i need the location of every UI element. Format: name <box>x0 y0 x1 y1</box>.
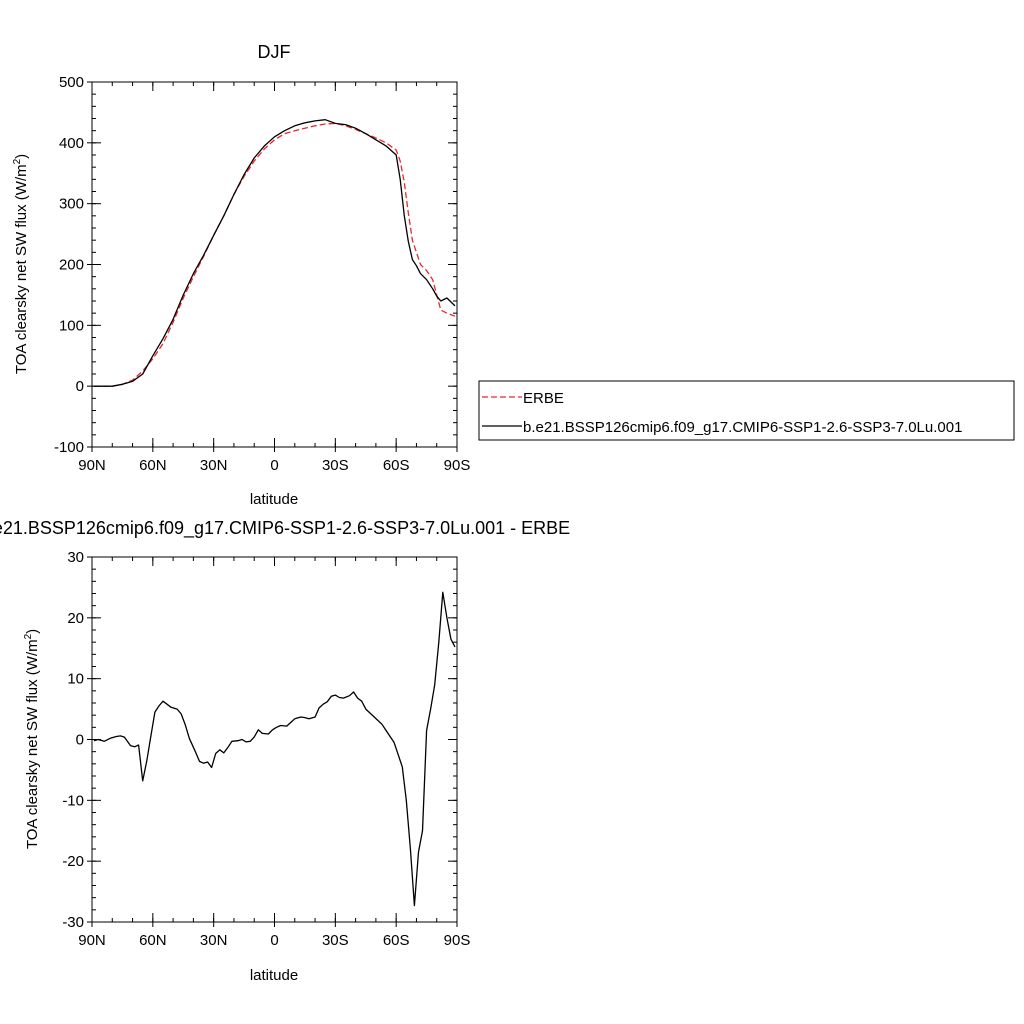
top-y-tick-label: -100 <box>54 439 84 456</box>
top-y-axis-label: TOA clearsky net SW flux (W/m2) <box>12 154 30 374</box>
legend: ERBE b.e21.BSSP126cmip6.f09_g17.CMIP6-SS… <box>478 380 1015 441</box>
top-x-tick-label: 30S <box>322 457 349 474</box>
bottom-series-line-0 <box>93 591 456 907</box>
bottom-y-axis-label-main: TOA clearsky net SW flux (W/m <box>24 639 41 849</box>
bottom-chart-title: b.e21.BSSP126cmip6.f09_g17.CMIP6-SSP1-2.… <box>0 518 570 539</box>
top-x-tick-label: 60N <box>139 457 167 474</box>
top-y-tick-label: 0 <box>76 378 84 395</box>
top-series-line-0 <box>94 122 456 387</box>
legend-model-label: b.e21.BSSP126cmip6.f09_g17.CMIP6-SSP1-2.… <box>523 419 962 436</box>
bottom-y-axis-label: TOA clearsky net SW flux (W/m2) <box>23 629 41 849</box>
top-x-tick-label: 60S <box>383 457 410 474</box>
bottom-y-ticks: -30 -20 -10 0 10 20 30 <box>62 549 457 931</box>
top-y-tick-label: 200 <box>59 257 84 274</box>
bottom-x-tick-label: 90S <box>444 932 471 949</box>
bottom-minor-ticks <box>91 556 458 923</box>
legend-erbe-label: ERBE <box>523 390 564 407</box>
bottom-y-axis-label-tail: ) <box>24 629 41 634</box>
top-y-tick-label: 100 <box>59 317 84 334</box>
top-x-tick-label: 90S <box>444 457 471 474</box>
bottom-x-tick-label: 90N <box>78 932 106 949</box>
bottom-y-tick-label: -10 <box>62 792 84 809</box>
top-x-tick-label: 90N <box>78 457 106 474</box>
top-x-ticks: 90N 60N 30N 0 30S 60S 90S <box>78 82 470 474</box>
top-panel: DJF 90N 60N 30N 0 30S 60S 90S -100 0 100 200 300 40… <box>12 42 470 508</box>
bottom-series-group <box>93 591 456 907</box>
bottom-x-ticks: 90N 60N 30N 0 30S 60S 90S <box>78 557 470 949</box>
top-y-axis-label-sup: 2 <box>12 158 23 164</box>
bottom-y-tick-label: -30 <box>62 914 84 931</box>
top-series-group <box>94 119 456 387</box>
top-y-axis-label-tail: ) <box>13 154 30 159</box>
bottom-y-tick-label: 20 <box>67 610 84 627</box>
top-x-axis-label: latitude <box>250 491 298 508</box>
top-y-ticks: -100 0 100 200 300 400 500 <box>54 74 457 456</box>
top-y-tick-label: 500 <box>59 74 84 91</box>
bottom-x-tick-label: 30N <box>200 932 228 949</box>
top-chart-title: DJF <box>258 42 291 62</box>
bottom-y-tick-label: 0 <box>76 732 84 749</box>
bottom-y-tick-label: 30 <box>67 549 84 566</box>
top-series-line-1 <box>94 119 456 387</box>
top-x-tick-label: 30N <box>200 457 228 474</box>
bottom-plot-frame <box>91 556 458 923</box>
top-x-tick-label: 0 <box>270 457 278 474</box>
bottom-x-tick-label: 30S <box>322 932 349 949</box>
bottom-y-axis-label-sup: 2 <box>23 633 34 639</box>
top-y-tick-label: 400 <box>59 135 84 152</box>
bottom-y-tick-label: -20 <box>62 853 84 870</box>
bottom-y-tick-label: 10 <box>67 671 84 688</box>
bottom-x-tick-label: 60S <box>383 932 410 949</box>
bottom-panel: b.e21.BSSP126cmip6.f09_g17.CMIP6-SSP1-2.… <box>0 518 570 984</box>
top-y-axis-label-main: TOA clearsky net SW flux (W/m <box>13 164 30 374</box>
top-y-tick-label: 300 <box>59 196 84 213</box>
bottom-x-axis-label: latitude <box>250 967 298 984</box>
bottom-x-tick-label: 60N <box>139 932 167 949</box>
legend-box <box>478 380 1015 441</box>
bottom-x-tick-label: 0 <box>270 932 278 949</box>
